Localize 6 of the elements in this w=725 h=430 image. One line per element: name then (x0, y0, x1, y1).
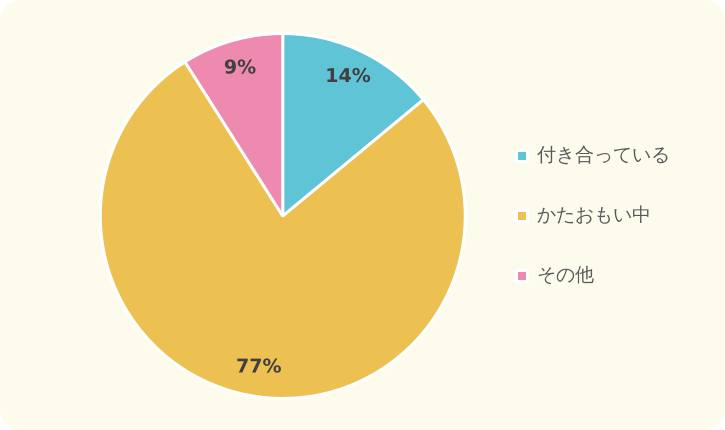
legend-label: その他 (537, 264, 594, 286)
data-label: 77% (236, 355, 282, 378)
legend-label: かたおもい中 (537, 204, 651, 226)
data-label: 14% (325, 65, 371, 88)
legend-label: 付き合っている (536, 144, 670, 166)
data-label: 9% (224, 56, 256, 79)
